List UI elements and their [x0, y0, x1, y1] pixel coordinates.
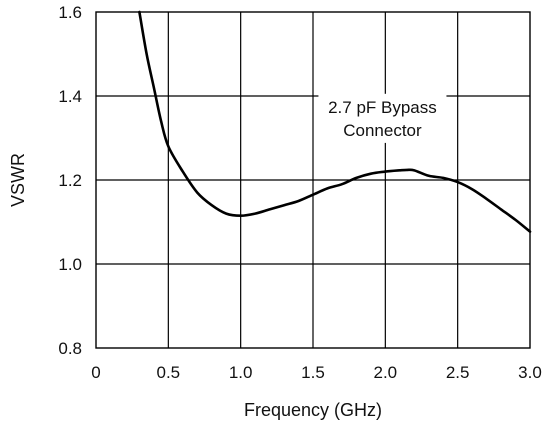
- annotation-background: [318, 93, 447, 143]
- annotation-line-1: 2.7 pF Bypass: [328, 98, 437, 117]
- x-tick-label: 2.0: [374, 363, 398, 382]
- plot-area: [95, 11, 531, 349]
- x-axis-ticks: 0 0.5 1.0 1.5 2.0 2.5 3.0: [91, 363, 542, 382]
- x-tick-label: 3.0: [518, 363, 542, 382]
- y-axis-ticks: 0.8 1.0 1.2 1.4 1.6: [58, 3, 82, 358]
- x-tick-label: 2.5: [446, 363, 470, 382]
- y-axis-label: VSWR: [8, 153, 28, 207]
- y-tick-label: 0.8: [58, 339, 82, 358]
- y-tick-label: 1.2: [58, 171, 82, 190]
- y-tick-label: 1.0: [58, 255, 82, 274]
- x-tick-label: 0.5: [157, 363, 181, 382]
- annotation-line-2: Connector: [343, 121, 422, 140]
- y-tick-label: 1.6: [58, 3, 82, 22]
- vswr-series-line: [138, 10, 532, 233]
- x-tick-label: 0: [91, 363, 100, 382]
- x-axis-label: Frequency (GHz): [244, 400, 382, 420]
- grid-lines: [96, 12, 530, 348]
- x-tick-label: 1.0: [229, 363, 253, 382]
- x-tick-label: 1.5: [301, 363, 325, 382]
- y-tick-label: 1.4: [58, 87, 82, 106]
